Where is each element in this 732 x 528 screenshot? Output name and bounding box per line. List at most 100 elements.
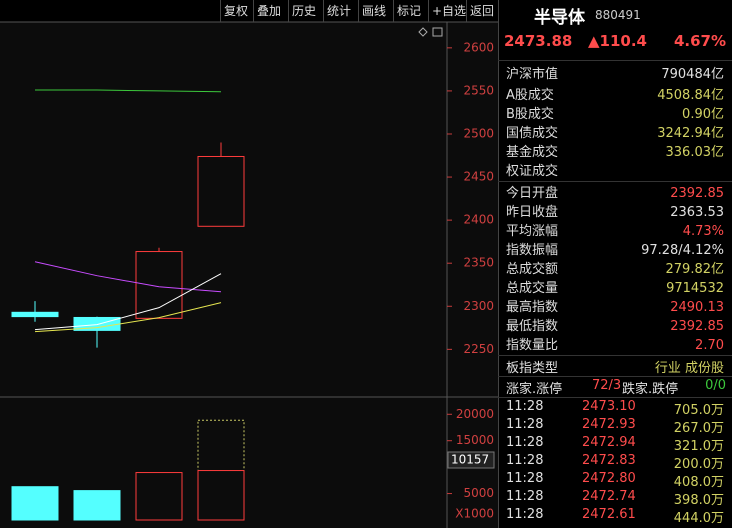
tick-time: 11:28 bbox=[506, 453, 544, 468]
stat-value: 2490.13 bbox=[670, 300, 724, 315]
stat-row: A股成交 4508.84亿 bbox=[498, 86, 732, 105]
tick-price: 2472.61 bbox=[582, 507, 636, 522]
stat-row: 今日开盘 2392.85 bbox=[498, 184, 732, 203]
volume-bar bbox=[73, 490, 121, 521]
ma-line bbox=[34, 273, 222, 331]
toolbar-button[interactable]: 返回 bbox=[466, 0, 497, 22]
candle-body bbox=[135, 251, 183, 319]
tick-volume: 398.0万 bbox=[673, 493, 724, 508]
tick-price: 2472.94 bbox=[582, 435, 636, 450]
ma-line bbox=[35, 89, 222, 93]
divider bbox=[498, 0, 499, 528]
type-value: 行业 成份股 bbox=[654, 361, 724, 376]
chart: 2250 2300 2350 2400 2450 2500 2550 2600 5000 1500… bbox=[0, 21, 498, 528]
toolbar-button[interactable]: 复权 bbox=[220, 0, 251, 22]
divider bbox=[498, 60, 732, 61]
stat-row: 基金成交 336.03亿 bbox=[498, 143, 732, 162]
toolbar-button[interactable]: 统计 bbox=[323, 0, 354, 22]
stat-label: 指数量比 bbox=[506, 338, 559, 353]
y-tick-label: 2550 bbox=[463, 83, 494, 97]
tick-volume: 267.0万 bbox=[673, 421, 724, 436]
stat-label: 昨日收盘 bbox=[506, 205, 559, 220]
y-tick-label: 2350 bbox=[463, 256, 494, 270]
stat-label: 最高指数 bbox=[506, 300, 559, 315]
chart-bg bbox=[0, 22, 498, 528]
tick-volume: 321.0万 bbox=[673, 439, 724, 454]
tick-time: 11:28 bbox=[506, 471, 544, 486]
current-volume-box bbox=[447, 451, 495, 469]
toolbar-button[interactable]: +自选 bbox=[428, 0, 469, 22]
y-tick-label: 5000 bbox=[463, 486, 494, 500]
candle-body bbox=[11, 311, 59, 318]
y-tick-label: 2450 bbox=[463, 170, 494, 184]
candle-body bbox=[197, 155, 245, 227]
tick-time: 11:28 bbox=[506, 435, 544, 450]
divider bbox=[498, 355, 732, 356]
stat-value: 2392.85 bbox=[670, 186, 724, 201]
stat-row: 指数量比 2.70 bbox=[498, 336, 732, 355]
divider bbox=[498, 376, 732, 377]
tick-price: 2472.93 bbox=[582, 417, 636, 432]
toolbar-button[interactable]: 标记 bbox=[393, 0, 424, 22]
volume-bar bbox=[135, 472, 183, 521]
stat-value: 3242.94亿 bbox=[657, 126, 724, 141]
stat-label: B股成交 bbox=[506, 107, 554, 122]
tick-price: 2472.83 bbox=[582, 453, 636, 468]
tick-time: 11:28 bbox=[506, 399, 544, 414]
tick-price: 2472.80 bbox=[582, 471, 636, 486]
stat-value: 4.73% bbox=[682, 224, 724, 239]
toolbar-button[interactable]: 画线 bbox=[358, 0, 389, 22]
tick-volume: 705.0万 bbox=[673, 403, 724, 418]
stat-label: 权证成交 bbox=[506, 164, 559, 179]
y-tick-label: 2400 bbox=[463, 213, 494, 227]
stat-label: 基金成交 bbox=[506, 145, 559, 160]
stat-value: 97.28/4.12% bbox=[641, 243, 724, 258]
icon bbox=[418, 27, 428, 37]
breadth-down-label: 跌家.跌停 bbox=[622, 382, 679, 397]
price: 2473.88 bbox=[504, 32, 573, 50]
change: ▲110.4 bbox=[588, 32, 647, 50]
tick-time: 11:28 bbox=[506, 417, 544, 432]
stat-row: B股成交 0.90亿 bbox=[498, 105, 732, 124]
icon bbox=[432, 27, 443, 37]
stat-label: 总成交量 bbox=[506, 281, 559, 296]
y-tick-label: 20000 bbox=[456, 407, 494, 421]
stat-label: A股成交 bbox=[506, 88, 554, 103]
tick-price: 2473.10 bbox=[582, 399, 636, 414]
change-pct: 4.67% bbox=[673, 32, 726, 50]
divider bbox=[498, 397, 732, 398]
stat-label: 平均涨幅 bbox=[506, 224, 559, 239]
tick-volume: 200.0万 bbox=[673, 457, 724, 472]
stat-label: 指数振幅 bbox=[506, 243, 559, 258]
tick-time: 11:28 bbox=[506, 507, 544, 522]
index-code: 880491 bbox=[595, 8, 641, 22]
breadth-up-value: 72/3 bbox=[592, 378, 622, 393]
divider bbox=[498, 181, 732, 182]
stat-row: 国债成交 3242.94亿 bbox=[498, 124, 732, 143]
stat-value: 2363.53 bbox=[670, 205, 724, 220]
tick-time: 11:28 bbox=[506, 489, 544, 504]
stat-row: 沪深市值 790484亿 bbox=[498, 65, 732, 84]
stat-value: 279.82亿 bbox=[665, 262, 725, 277]
y-tick-label: 2500 bbox=[463, 126, 494, 140]
ma-line bbox=[34, 261, 222, 293]
toolbar-button[interactable]: 叠加 bbox=[253, 0, 284, 22]
y-tick-label: 2250 bbox=[463, 342, 494, 356]
stat-row: 指数振幅 97.28/4.12% bbox=[498, 241, 732, 260]
stat-row: 昨日收盘 2363.53 bbox=[498, 203, 732, 222]
stat-row: 总成交量 9714532 bbox=[498, 279, 732, 298]
breadth-down-value: 0/0 bbox=[705, 378, 726, 393]
volume-bar bbox=[11, 486, 59, 521]
y-tick-label: 2300 bbox=[463, 299, 494, 313]
tick-volume: 444.0万 bbox=[673, 511, 724, 526]
stat-row: 总成交额 279.82亿 bbox=[498, 260, 732, 279]
tick-volume: 408.0万 bbox=[673, 475, 724, 490]
stat-row: 权证成交 bbox=[498, 162, 732, 181]
breadth-up-label: 涨家.涨停 bbox=[506, 382, 563, 397]
stat-label: 最低指数 bbox=[506, 319, 559, 334]
stat-value: 2392.85 bbox=[670, 319, 724, 334]
toolbar-button[interactable]: 历史 bbox=[288, 0, 319, 22]
stat-row: 最低指数 2392.85 bbox=[498, 317, 732, 336]
stat-label: 今日开盘 bbox=[506, 186, 559, 201]
